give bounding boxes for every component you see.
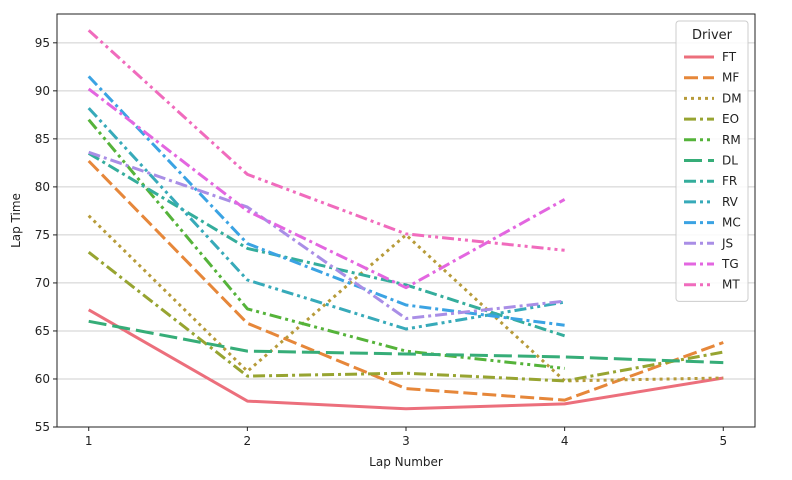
legend-item-js: JS — [684, 236, 733, 250]
legend-label-dm: DM — [722, 91, 742, 105]
series-line-rm — [87, 118, 565, 370]
legend-item-rv: RV — [684, 195, 739, 209]
legend-item-fr: FR — [684, 174, 737, 188]
y-tick-label-6: 85 — [35, 132, 50, 146]
legend-label-ft: FT — [722, 50, 737, 64]
series-line-mf — [87, 159, 724, 402]
y-tick-label-5: 80 — [35, 180, 50, 194]
y-tick-label-8: 95 — [35, 36, 50, 50]
legend-label-rm: RM — [722, 133, 741, 147]
legend-items: FT MF DM EO RM DL FR RV MC JS TG MT — [684, 50, 742, 292]
x-axis-title: Lap Number — [369, 455, 443, 469]
series-line-js — [88, 150, 565, 320]
legend-item-mc: MC — [684, 216, 741, 230]
legend-label-mt: MT — [722, 278, 740, 292]
legend-label-dl: DL — [722, 154, 738, 168]
series-line-fr — [87, 152, 566, 338]
x-tick-label-2: 3 — [402, 434, 410, 448]
legend-label-mc: MC — [722, 216, 741, 230]
y-tick-label-0: 55 — [35, 420, 50, 434]
legend-item-tg: TG — [684, 257, 739, 271]
y-axis-ticks: 55 60 65 70 75 80 85 90 95 — [35, 36, 57, 434]
legend-item-ft: FT — [684, 50, 737, 64]
series-line-dl — [88, 319, 724, 365]
y-tick-label-4: 75 — [35, 228, 50, 242]
legend-title: Driver — [692, 28, 733, 43]
y-tick-label-2: 65 — [35, 324, 50, 338]
x-tick-label-3: 4 — [561, 434, 569, 448]
legend-label-mf: MF — [722, 71, 739, 85]
y-axis-title: Lap Time — [9, 193, 23, 248]
series-lines — [87, 29, 724, 411]
legend-label-tg: TG — [721, 257, 739, 271]
legend-item-rm: RM — [684, 133, 741, 147]
legend-item-eo: EO — [684, 112, 739, 126]
y-tick-label-1: 60 — [35, 372, 50, 386]
x-axis-ticks: 1 2 3 4 5 — [85, 427, 727, 448]
legend-item-dl: DL — [684, 154, 738, 168]
series-line-mt — [87, 29, 565, 252]
legend-label-fr: FR — [722, 174, 737, 188]
y-tick-label-3: 70 — [35, 276, 50, 290]
legend: Driver FT MF DM EO RM DL FR RV MC JS TG MT — [675, 20, 749, 302]
series-line-rv — [87, 107, 565, 331]
x-tick-label-4: 5 — [719, 434, 727, 448]
legend-label-rv: RV — [722, 195, 739, 209]
y-tick-label-7: 90 — [35, 84, 50, 98]
series-line-eo — [87, 251, 724, 383]
x-tick-label-1: 2 — [244, 434, 252, 448]
legend-item-dm: DM — [684, 91, 742, 105]
series-line-tg — [87, 87, 566, 290]
legend-label-js: JS — [721, 236, 733, 250]
legend-label-eo: EO — [722, 112, 739, 126]
series-line-ft — [87, 308, 724, 411]
series-line-mc — [87, 75, 565, 327]
x-tick-label-0: 1 — [85, 434, 93, 448]
series-line-dm — [87, 214, 724, 383]
legend-item-mt: MT — [684, 278, 740, 292]
legend-item-mf: MF — [684, 71, 739, 85]
